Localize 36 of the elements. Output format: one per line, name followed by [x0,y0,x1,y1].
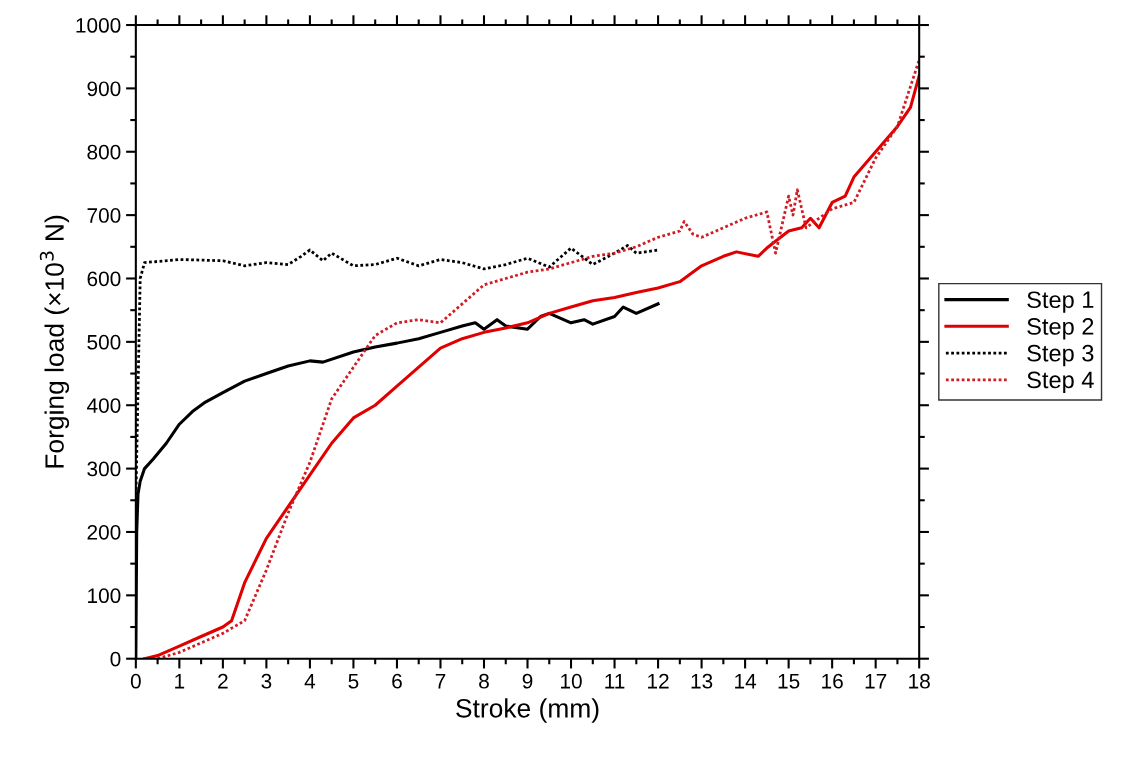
x-tick-label: 14 [735,674,757,689]
x-tick-label: 6 [392,673,402,689]
y-tick-label: 600 [87,271,121,287]
x-tick-label: 8 [479,673,489,689]
x-tick-label: 17 [865,674,887,689]
x-tick-label: 7 [435,674,446,689]
legend-label: Step 3 [1027,344,1094,367]
x-tick-label: 16 [822,673,843,689]
x-tick-label: 9 [522,673,533,689]
x-tick-label: 10 [561,673,582,689]
y-tick-label: 900 [87,81,121,97]
x-tick-label: 13 [691,673,713,689]
x-tick-label: 5 [348,674,359,689]
y-tick-label: 1000 [76,18,121,33]
x-tick-label: 15 [778,674,800,689]
y-tick-label: 100 [88,588,121,604]
y-tick-label: 800 [87,144,121,160]
x-tick-label: 11 [605,674,625,689]
y-tick-label: 200 [87,524,121,540]
x-tick-label: 2 [218,673,228,689]
y-axis-title: Forging load (×10$^{3}$ N) [39,215,70,468]
y-tick-label: 500 [87,334,121,350]
x-tick-label: 0 [130,673,141,689]
x-tick-label: 12 [648,673,669,689]
x-axis-title: Stroke (mm) [456,698,599,723]
x-tick-label: 4 [304,674,316,689]
y-tick-label: 300 [87,461,121,477]
x-tick-label: 1 [175,674,185,689]
x-tick-label: 18 [909,673,930,689]
legend-label: Step 2 [1027,318,1094,340]
legend-label: Step 4 [1027,371,1094,393]
x-tick-label: 3 [261,673,272,689]
y-tick-label: 0 [110,651,121,667]
legend-label: Step 1 [1027,291,1094,313]
y-tick-label: 700 [87,208,121,223]
y-tick-label: 400 [86,398,121,413]
